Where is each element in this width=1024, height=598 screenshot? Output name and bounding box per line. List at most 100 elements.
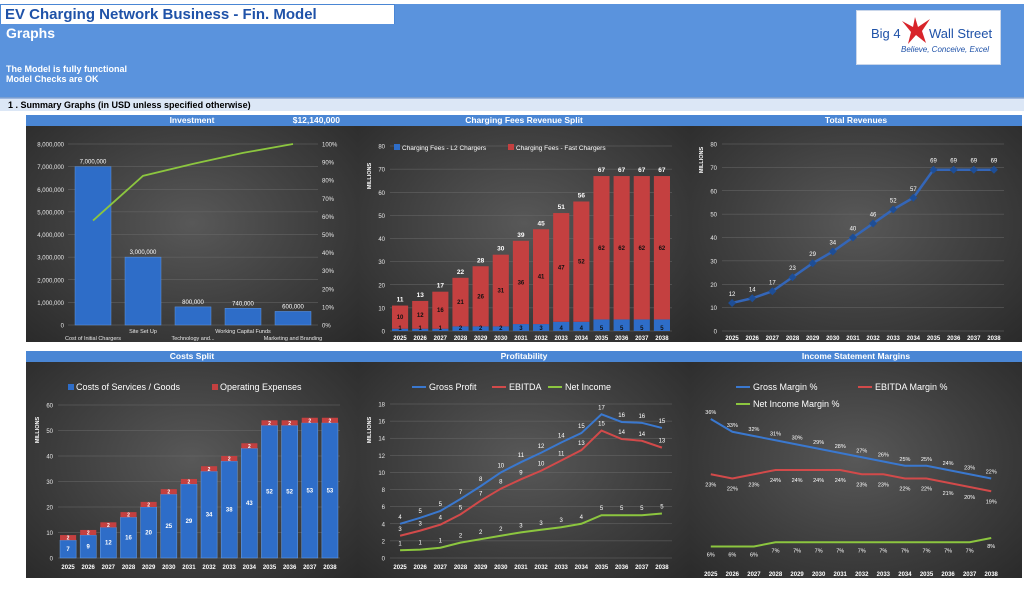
income-margins-data-label: 7%: [901, 548, 909, 554]
total-revenues-data-label: 29: [809, 252, 816, 258]
charging-fees-fast-bar: [633, 176, 650, 320]
charging-fees-total-label: 11: [397, 297, 404, 304]
charging-fees-x-tick: 2029: [474, 336, 488, 342]
charging-fees-total-label: 30: [497, 246, 505, 253]
charging-fees-fast-bar: [653, 176, 670, 320]
income-margins-data-label: 32%: [748, 427, 759, 433]
costs-split-cogs-bar: [301, 422, 319, 559]
investment-bar: [74, 166, 112, 326]
income-margins-chart: Gross Margin % EBITDA Margin % Net Income …: [704, 382, 999, 578]
charging-fees-total-label: 13: [417, 292, 425, 299]
total-revenues-y-axis-label: MILLIONS: [699, 147, 705, 174]
charging-fees-l2-label: 5: [660, 326, 664, 332]
investment-y2-tick: 80%: [322, 179, 335, 185]
profitability-data-label: 5: [439, 502, 443, 508]
profitability-y-tick: 12: [378, 454, 385, 460]
costs-split-cogs-bar: [200, 471, 218, 559]
profitability-data-label: 10: [497, 463, 504, 469]
costs-split-x-tick: 2025: [61, 565, 75, 571]
income-margins-data-label: 23%: [856, 482, 867, 488]
profitability-data-label: 8: [479, 477, 483, 483]
charging-fees-y-tick: 30: [378, 260, 385, 266]
costs-split-opex-bar: [120, 512, 137, 518]
investment-data-label: 800,000: [182, 300, 204, 306]
total-revenues-y-tick: 80: [710, 143, 717, 149]
charging-fees-l2-label: 3: [539, 326, 543, 332]
profitability-data-label: 2: [479, 530, 483, 536]
costs-split-y-tick: 30: [46, 480, 53, 486]
total-revenues-y-tick: 20: [710, 283, 717, 289]
costs-split-x-tick: 2038: [323, 565, 337, 571]
income-margins-data-label: 24%: [835, 478, 846, 484]
income-margins-data-label: 25%: [921, 457, 932, 463]
charging-fees-total-label: 67: [638, 167, 646, 174]
profitability-y-tick: 10: [378, 471, 385, 477]
profitability-data-label: 13: [659, 439, 666, 445]
total-revenues-marker: [728, 298, 737, 307]
profitability-data-label: 17: [598, 405, 605, 411]
total-revenues-marker: [989, 165, 998, 174]
charging-fees-total-label: 67: [618, 167, 626, 174]
income-margins-legend-label: Net Income Margin %: [753, 399, 840, 409]
charging-fees-l2-label: 2: [499, 326, 503, 332]
total-revenues-marker: [748, 294, 757, 303]
investment-y2-tick: 90%: [322, 161, 335, 167]
investment-y2-tick: 0%: [322, 324, 331, 330]
charging-fees-fast-bar: [452, 277, 469, 327]
total-revenues-x-tick: 2035: [927, 336, 941, 342]
charging-fees-total-label: 51: [558, 204, 566, 211]
profitability-line-0: [399, 413, 663, 525]
income-margins-legend-label: Gross Margin %: [753, 382, 818, 392]
costs-split-opex-bar: [241, 443, 258, 449]
total-revenues-y-tick: 70: [710, 166, 717, 172]
profitability-data-label: 14: [558, 434, 565, 440]
charging-fees-x-tick: 2030: [494, 336, 508, 342]
profitability-x-tick: 2037: [635, 565, 649, 571]
total-revenues-x-tick: 2033: [887, 336, 901, 342]
income-margins-data-label: 24%: [943, 461, 954, 467]
income-margins-x-tick: 2038: [985, 572, 999, 578]
charging-fees-fast-bar: [533, 229, 550, 325]
investment-header: Investment $12,140,000: [26, 115, 358, 126]
investment-data-label: 600,000: [282, 304, 304, 310]
profitability-data-label: 15: [578, 424, 585, 430]
charging-fees-fast-bar: [613, 176, 630, 320]
income-margins-data-label: 21%: [943, 491, 954, 497]
investment-y2-tick: 60%: [322, 215, 335, 221]
total-revenues-y-tick: 60: [710, 189, 717, 195]
charging-fees-legend-label: Charging Fees - Fast Chargers: [516, 145, 606, 152]
costs-split-cogs-label: 38: [226, 508, 233, 514]
profitability-x-tick: 2031: [514, 565, 528, 571]
profitability-y-axis-label: MILLIONS: [367, 417, 373, 444]
income-margins-data-label: 8%: [987, 544, 995, 550]
charging-fees-fast-label: 12: [417, 313, 424, 319]
charging-fees-fast-bar: [593, 176, 610, 320]
status-line-1: The Model is fully functional: [6, 64, 128, 74]
charging-fees-fast-label: 62: [638, 246, 645, 252]
charging-fees-y-tick: 10: [378, 306, 385, 312]
investment-x-tick: Marketing and Branding: [264, 336, 322, 342]
profitability-data-label: 3: [560, 518, 564, 524]
costs-split-x-tick: 2031: [182, 565, 196, 571]
investment-y2-tick: 10%: [322, 305, 335, 311]
profitability-y-tick: 8: [382, 488, 386, 494]
investment-x-tick: Working Capital Funds: [215, 329, 271, 335]
profitability-x-tick: 2025: [393, 565, 407, 571]
total-revenues-data-label: 69: [991, 159, 998, 165]
model-title: EV Charging Network Business - Fin. Mode…: [5, 6, 317, 23]
charging-fees-panel: Charging Fees Revenue Split 0 10 20 30 40 50 6…: [358, 115, 690, 342]
costs-split-opex-bar: [180, 478, 197, 485]
investment-data-label: 740,000: [232, 301, 254, 307]
costs-split-cogs-label: 52: [286, 490, 293, 496]
costs-split-y-axis-label: MILLIONS: [35, 417, 41, 444]
income-margins-data-label: 23%: [705, 482, 716, 488]
charging-fees-chart-area: 0 10 20 30 40 50 60 70 80 MILLIONS Charging Fees -…: [358, 126, 690, 342]
income-margins-data-label: 25%: [899, 457, 910, 463]
income-margins-x-tick: 2027: [747, 572, 761, 578]
charging-fees-x-tick: 2036: [615, 336, 629, 342]
charging-fees-l2-bar: [573, 321, 590, 331]
charging-fees-y-tick: 80: [378, 145, 385, 151]
charging-fees-fast-label: 41: [538, 275, 545, 281]
charging-fees-legend-swatch: [508, 144, 514, 150]
